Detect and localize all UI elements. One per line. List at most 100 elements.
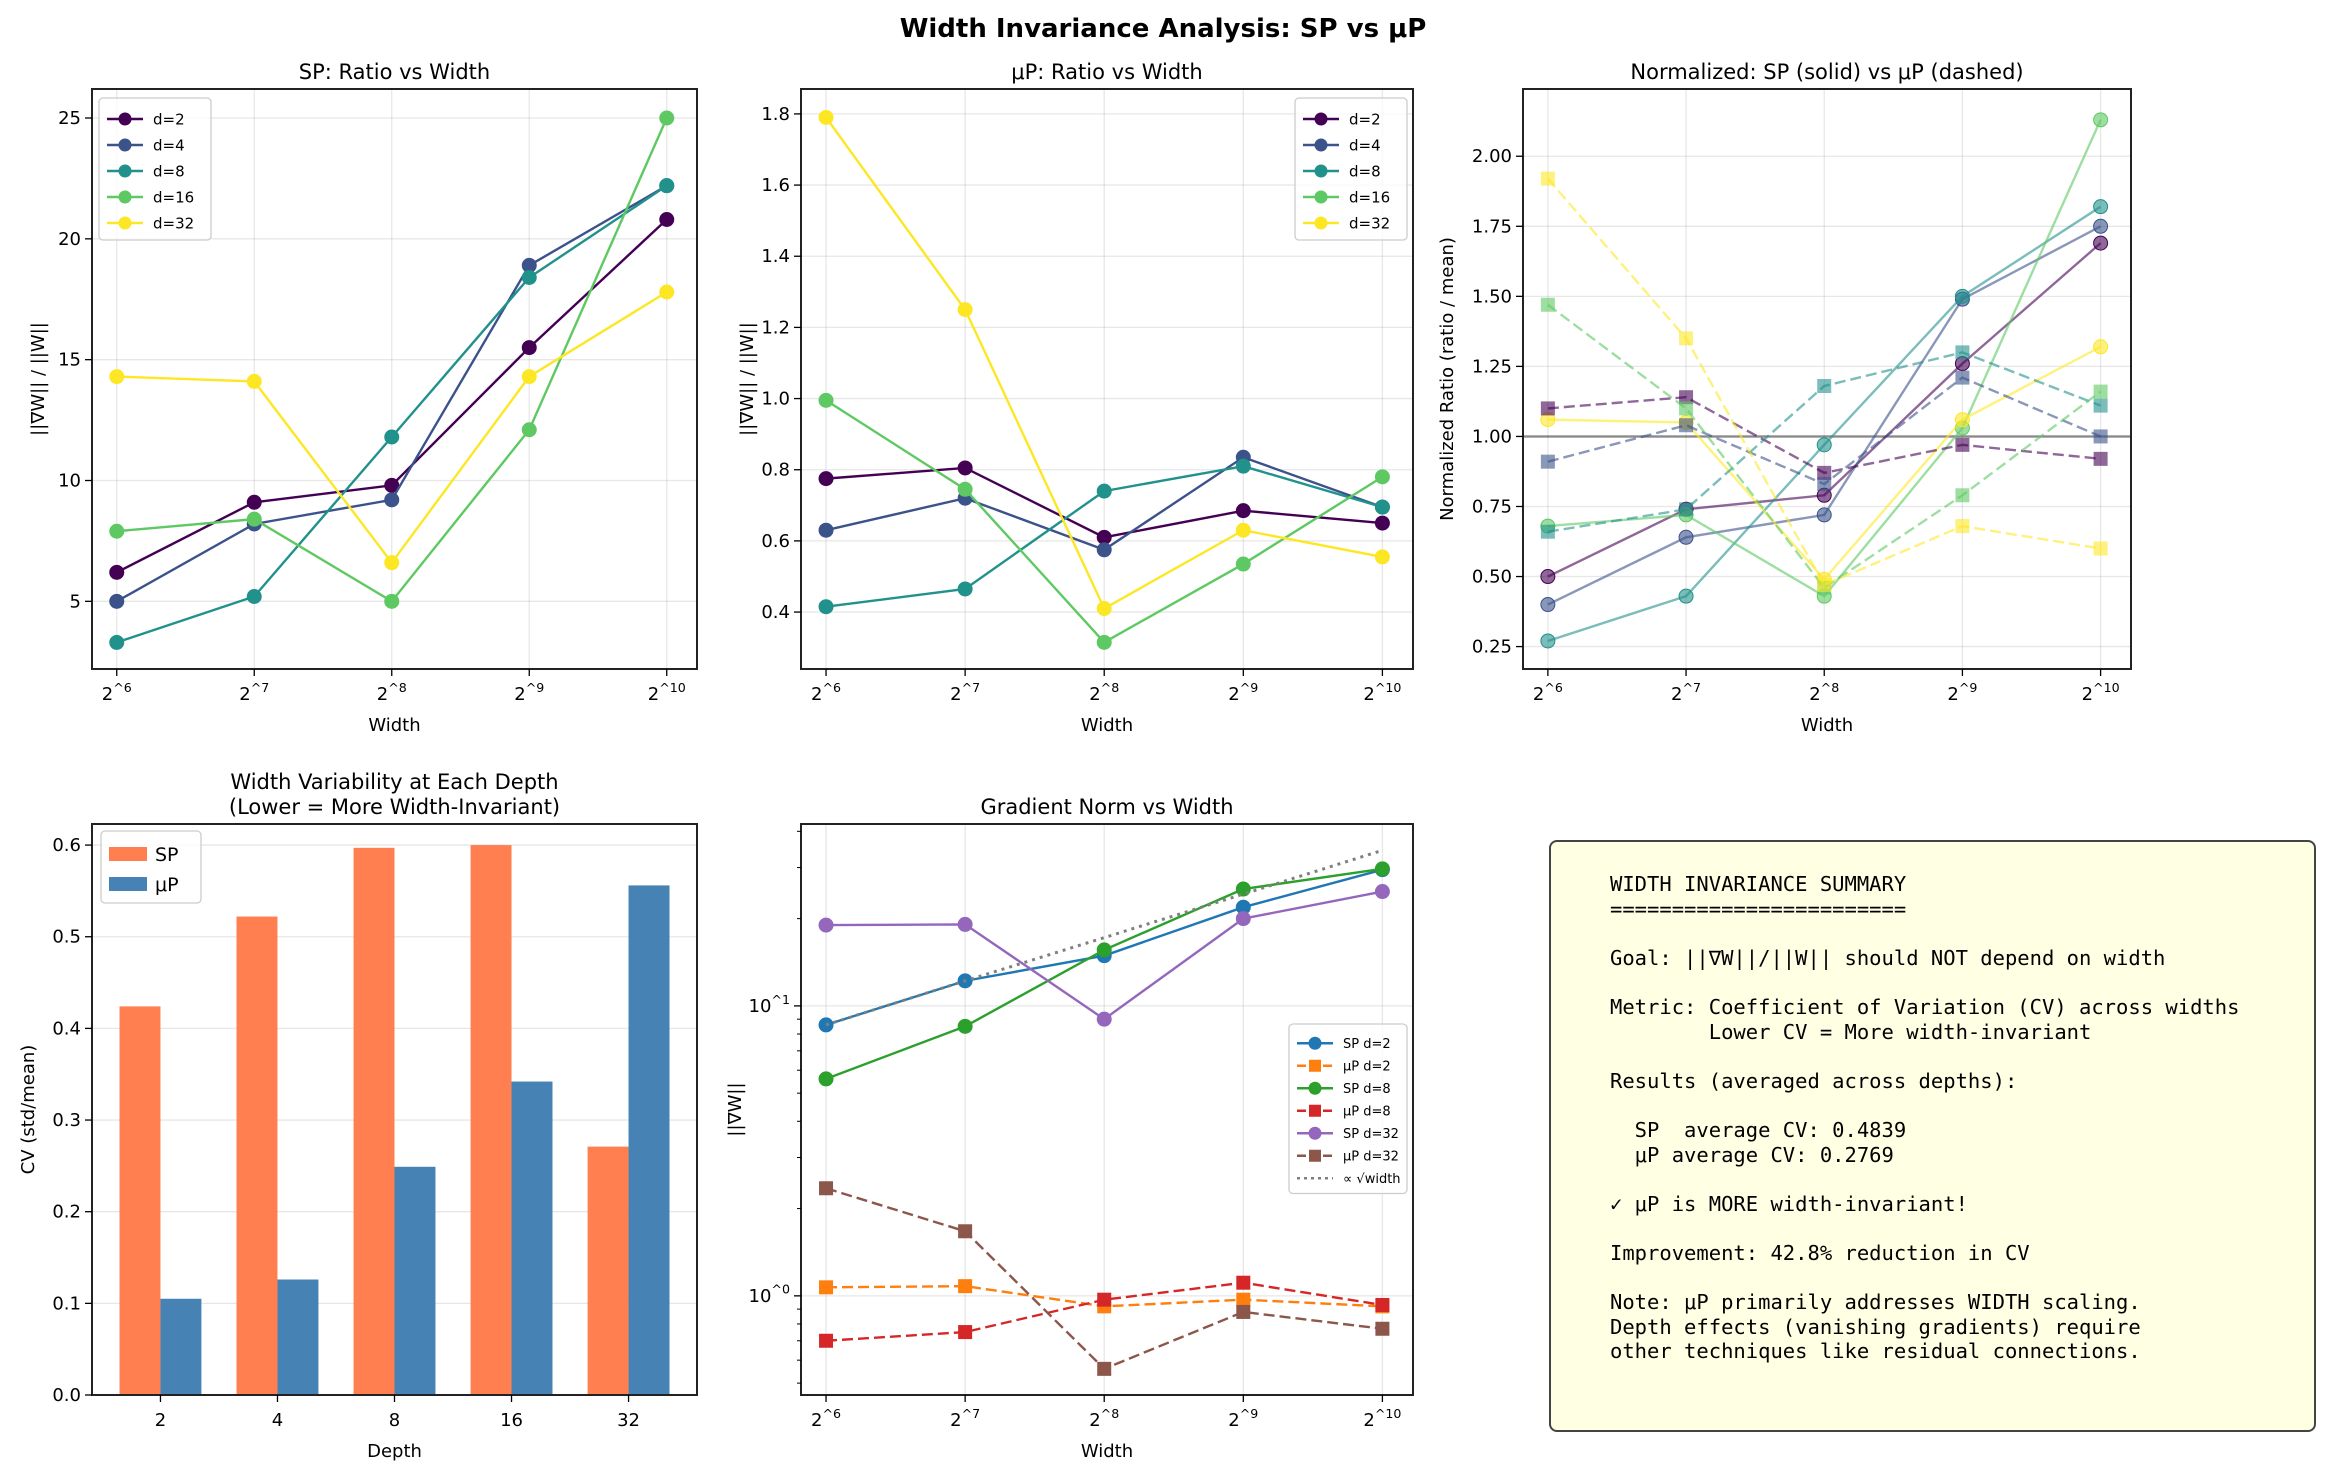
data-point (521, 369, 537, 385)
series-line-μP-9 (1546, 177, 2101, 587)
summary-box: WIDTH INVARIANCE SUMMARY ================… (1549, 840, 2316, 1432)
series-line-μP-8 (1547, 303, 2102, 590)
data-point (521, 340, 537, 356)
data-point (1679, 502, 1694, 517)
data-point (659, 284, 675, 300)
bar-μP-16 (511, 1081, 553, 1395)
y-tick-label: 10^1 (749, 992, 790, 1017)
x-tick-label: 2^10 (1363, 1406, 1401, 1431)
data-point (1817, 577, 1832, 592)
data-point (521, 422, 537, 438)
y-tick-label: 1.00 (1472, 426, 1512, 447)
series-line-∝ √width (825, 848, 1383, 1027)
chart-title: Width Variability at Each Depth (230, 770, 558, 794)
chart-title: Gradient Norm vs Width (980, 795, 1233, 819)
x-tick-label: 32 (617, 1410, 640, 1431)
legend-marker (1308, 1126, 1322, 1140)
data-point (1816, 437, 1832, 453)
y-tick-label: 15 (58, 350, 81, 371)
data-point (384, 593, 400, 609)
bar-SP-32 (587, 1146, 629, 1395)
y-tick-label: 0.3 (52, 1110, 81, 1131)
data-point (659, 110, 675, 126)
data-point (818, 522, 834, 538)
y-tick-label: 10^0 (749, 1282, 790, 1307)
legend-marker (118, 164, 132, 178)
legend-label: SP d=2 (1343, 1037, 1391, 1052)
data-point (1678, 529, 1694, 545)
bar-μP-32 (628, 885, 670, 1395)
y-tick-label: 10 (58, 471, 81, 492)
legend-marker (118, 112, 132, 126)
legend-label: μP d=2 (1343, 1059, 1391, 1074)
x-tick-label: 2^6 (811, 1406, 841, 1431)
data-point (1955, 370, 1970, 385)
legend-label: ∝ √width (1343, 1172, 1401, 1187)
y-tick-label: 25 (58, 108, 81, 129)
data-point (1679, 390, 1694, 405)
summary-title: WIDTH INVARIANCE SUMMARY (1610, 872, 1907, 896)
data-point (1954, 288, 1970, 304)
legend-label: d=32 (153, 214, 194, 232)
chart-2: 2^6 2^7 2^8 2^9 2^10 0.4 0.6 0.8 1.0 1.2 1.4 1.6 1.8… (737, 60, 1414, 736)
data-point (1235, 503, 1251, 519)
data-point (818, 1071, 834, 1087)
data-point (1096, 634, 1112, 650)
x-axis-label: Width (1081, 715, 1133, 736)
data-point (2093, 429, 2108, 444)
data-point (521, 270, 537, 285)
data-point (2093, 339, 2109, 355)
data-point (109, 593, 125, 609)
legend-marker (1308, 1036, 1322, 1050)
legend-marker (1309, 1149, 1321, 1162)
data-point (1817, 477, 1832, 492)
data-point (1540, 597, 1556, 613)
data-point (1096, 529, 1112, 545)
legend-marker (1314, 138, 1328, 152)
bar-μP-8 (394, 1166, 436, 1395)
data-point (384, 492, 400, 508)
summary-rule: ======================== (1610, 896, 1907, 921)
data-point (109, 564, 125, 580)
legend-swatch (109, 877, 147, 891)
data-point (958, 1325, 973, 1340)
y-tick-label: 1.2 (761, 317, 790, 338)
legend-marker (1314, 164, 1328, 178)
chart-3: 2^6 2^7 2^8 2^9 2^10 0.25 0.50 0.75 1.00 1.25 1.50… (1437, 60, 2132, 736)
data-point (109, 523, 125, 539)
x-axis-label: Width (1081, 1441, 1133, 1462)
data-point (1375, 1321, 1390, 1336)
data-point (1540, 297, 1555, 312)
y-tick-label: 1.4 (761, 246, 790, 267)
summary-results-heading: Results (averaged across depths): (1610, 1068, 2018, 1093)
legend: SP μP (100, 830, 202, 904)
data-point (818, 599, 834, 615)
data-point (818, 471, 834, 487)
summary-improvement: Improvement: 42.8% reduction in CV (1610, 1240, 2030, 1265)
data-point (1955, 345, 1970, 360)
data-point (957, 581, 973, 597)
data-point (1235, 522, 1251, 538)
data-point (957, 1018, 973, 1034)
x-tick-label: 16 (500, 1410, 523, 1431)
bar-μP-4 (277, 1279, 319, 1395)
x-tick-label: 2^9 (1947, 680, 1977, 705)
data-point (1235, 911, 1251, 927)
chart-title: SP: Ratio vs Width (299, 60, 490, 84)
data-point (1374, 515, 1390, 531)
data-point (2093, 541, 2108, 556)
bar-SP-8 (353, 847, 395, 1395)
data-point (1096, 601, 1112, 617)
data-point (246, 589, 262, 604)
data-point (1374, 469, 1390, 485)
data-point (1097, 1361, 1112, 1376)
legend-label: d=2 (1349, 110, 1381, 128)
data-point (1374, 549, 1390, 565)
data-point (957, 302, 973, 318)
y-tick-label: 0.25 (1472, 637, 1512, 658)
data-point (2093, 235, 2109, 251)
data-point (109, 634, 125, 650)
data-point (659, 178, 675, 194)
y-tick-label: 0.8 (761, 460, 790, 481)
legend-marker (1308, 1081, 1322, 1095)
